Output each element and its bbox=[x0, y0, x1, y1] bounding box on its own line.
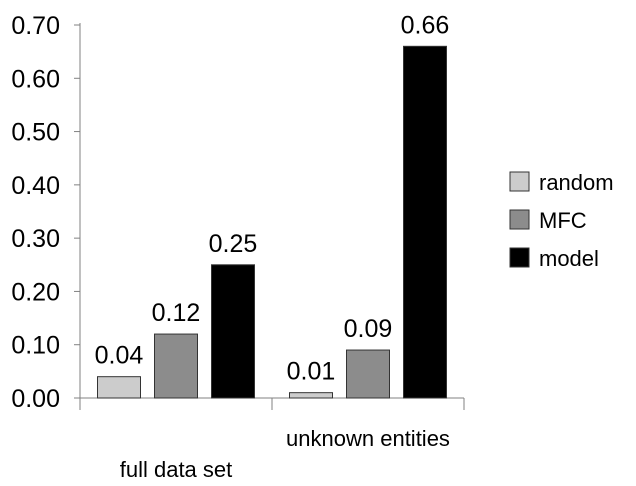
data-labels: 0.04 0.12 0.25 0.01 0.09 0.66 bbox=[95, 11, 450, 385]
data-label: 0.01 bbox=[287, 358, 336, 386]
bar-mfc bbox=[154, 333, 198, 399]
data-label: 0.12 bbox=[152, 299, 201, 327]
bar-model bbox=[211, 264, 255, 399]
data-label: 0.04 bbox=[95, 342, 144, 370]
y-tick-label: 0.50 bbox=[11, 119, 60, 147]
legend-label-random: random bbox=[539, 170, 614, 195]
y-tick-label: 0.20 bbox=[11, 278, 60, 306]
y-tick-label: 0.10 bbox=[11, 332, 60, 360]
y-tick-label: 0.60 bbox=[11, 65, 60, 93]
axes bbox=[79, 23, 465, 410]
bar-random bbox=[97, 376, 141, 399]
y-tick-label: 0.30 bbox=[11, 225, 60, 253]
category-label: unknown entities bbox=[286, 426, 450, 451]
legend-swatch-model bbox=[509, 247, 530, 268]
category-labels: full data set unknown entities bbox=[120, 426, 450, 482]
bar-mfc bbox=[346, 349, 390, 399]
y-tick-label: 0.00 bbox=[11, 385, 60, 413]
y-tick-label: 0.40 bbox=[11, 172, 60, 200]
y-tick-label: 0.70 bbox=[11, 12, 60, 40]
bar-model bbox=[403, 45, 447, 399]
legend-swatch-random bbox=[509, 171, 530, 192]
y-axis-ticks: 0.00 0.10 0.20 0.30 0.40 0.50 0.60 0.70 bbox=[11, 12, 80, 413]
data-label: 0.66 bbox=[401, 11, 450, 39]
legend-swatch-mfc bbox=[509, 209, 530, 230]
category-label: full data set bbox=[120, 457, 233, 482]
data-label: 0.09 bbox=[344, 315, 393, 343]
bar-random bbox=[289, 392, 333, 399]
bars bbox=[97, 45, 447, 399]
legend-label-mfc: MFC bbox=[539, 208, 587, 233]
legend-label-model: model bbox=[539, 246, 599, 271]
legend: random MFC model bbox=[509, 170, 614, 271]
data-label: 0.25 bbox=[209, 230, 258, 258]
